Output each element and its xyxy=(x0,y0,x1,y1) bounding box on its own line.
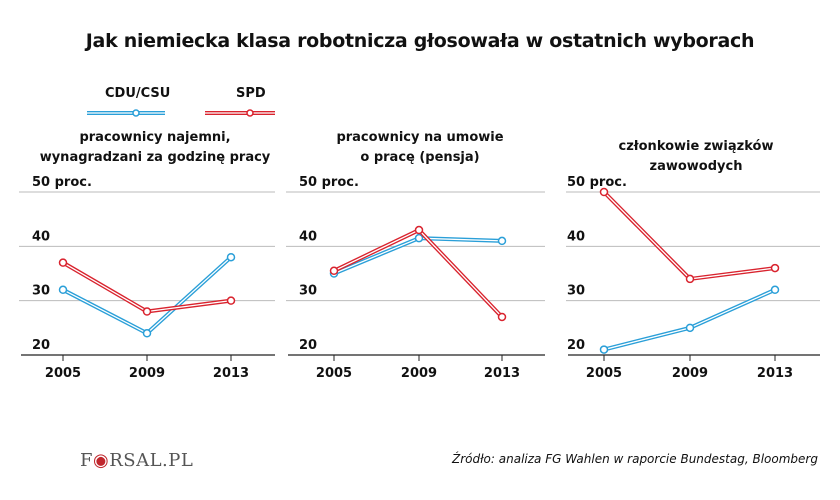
data-point xyxy=(497,236,507,246)
panel-title-line: zawowodych xyxy=(649,159,743,174)
panel-title-line: pracownicy na umowie xyxy=(336,130,504,145)
data-point xyxy=(329,266,339,276)
data-point xyxy=(142,307,152,316)
x-tick-label: 2013 xyxy=(757,366,793,381)
x-tick-label: 2009 xyxy=(129,366,165,381)
y-tick-label: 20 xyxy=(299,338,317,353)
series-line-inner xyxy=(603,289,776,351)
data-point xyxy=(770,285,780,295)
forsal-logo: F◉RSAL.PL xyxy=(80,450,194,471)
panel-title-line: wynagradzani za godzinę pracy xyxy=(39,150,271,165)
panel-title-line: członkowie związków xyxy=(618,139,774,154)
legend-marker xyxy=(246,109,254,117)
series-line-inner xyxy=(603,191,776,280)
data-point xyxy=(497,312,507,322)
y-tick-label: 30 xyxy=(567,284,585,299)
legend-label-spd: SPD xyxy=(236,86,266,101)
series-line-spd xyxy=(602,190,776,281)
series-line-inner xyxy=(333,229,503,318)
y-tick-label: 50 proc. xyxy=(32,175,92,190)
y-tick-label: 50 proc. xyxy=(567,175,627,190)
x-tick-label: 2013 xyxy=(484,366,520,381)
legend-marker xyxy=(132,109,140,117)
panel-title-line: pracownicy najemni, xyxy=(79,130,231,145)
data-point xyxy=(58,258,68,267)
series-line-cducsu xyxy=(333,236,503,276)
series-line-inner xyxy=(62,262,232,313)
data-point xyxy=(599,187,609,197)
series-line-inner xyxy=(333,237,503,275)
x-tick-label: 2005 xyxy=(45,366,81,381)
series-line-inner xyxy=(62,256,232,334)
panel-title-2: pracownicy na umowie o pracę (pensja) xyxy=(290,128,550,168)
data-point xyxy=(226,296,236,305)
y-tick-label: 50 proc. xyxy=(299,175,359,190)
y-tick-label: 40 xyxy=(299,229,317,244)
series-line-spd xyxy=(61,260,232,314)
x-tick-label: 2013 xyxy=(213,366,249,381)
panel-title-line: o pracę (pensja) xyxy=(360,150,480,165)
data-point xyxy=(685,274,695,284)
chart-title: Jak niemiecka klasa robotnicza głosowała… xyxy=(85,30,755,52)
data-point xyxy=(770,263,780,273)
x-tick-label: 2009 xyxy=(401,366,437,381)
source-note: Źródło: analiza FG Wahlen w raporcie Bun… xyxy=(452,452,818,466)
series-line-cducsu xyxy=(603,287,776,352)
y-tick-label: 40 xyxy=(567,229,585,244)
series-line-cducsu xyxy=(62,255,233,336)
y-tick-label: 30 xyxy=(32,284,50,299)
y-tick-label: 20 xyxy=(567,338,585,353)
series-line-spd xyxy=(333,228,504,319)
x-tick-label: 2005 xyxy=(316,366,352,381)
panel-title-3: członkowie związków zawowodych xyxy=(566,137,826,177)
y-tick-label: 20 xyxy=(32,338,50,353)
legend-label-cdu: CDU/CSU xyxy=(105,86,171,101)
data-point xyxy=(58,285,68,295)
data-point xyxy=(599,345,609,354)
panel-title-1: pracownicy najemni, wynagradzani za godz… xyxy=(25,128,285,168)
data-point xyxy=(685,323,695,333)
y-tick-label: 40 xyxy=(32,229,50,244)
data-point xyxy=(414,225,424,235)
x-tick-label: 2005 xyxy=(586,366,622,381)
x-tick-label: 2009 xyxy=(672,366,708,381)
y-tick-label: 30 xyxy=(299,284,317,299)
data-point xyxy=(142,329,152,338)
data-point xyxy=(414,233,424,243)
data-point xyxy=(329,269,339,278)
data-point xyxy=(226,252,236,262)
